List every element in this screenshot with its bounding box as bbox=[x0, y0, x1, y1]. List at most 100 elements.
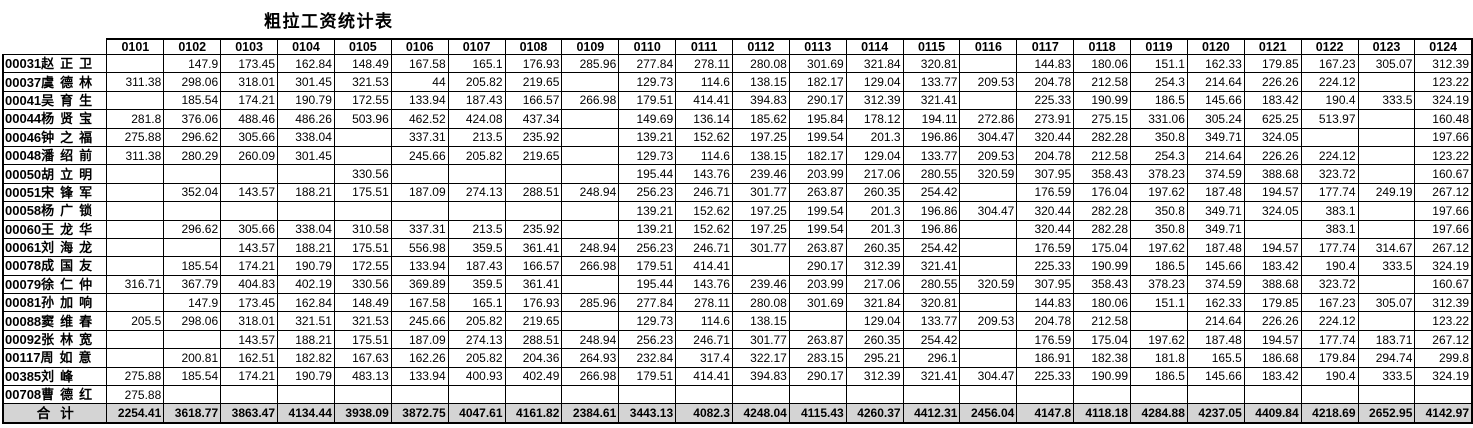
table-cell[interactable]: 320.81 bbox=[902, 53, 961, 74]
table-cell[interactable]: 174.21 bbox=[220, 366, 279, 387]
table-cell[interactable]: 147.9 bbox=[163, 53, 222, 74]
table-cell[interactable] bbox=[675, 385, 733, 405]
table-cell[interactable]: 359.5 bbox=[447, 237, 506, 258]
table-cell[interactable]: 138.15 bbox=[731, 145, 790, 166]
table-cell[interactable]: 172.55 bbox=[333, 256, 392, 276]
table-cell[interactable]: 162.33 bbox=[1186, 293, 1245, 313]
table-cell[interactable]: 414.41 bbox=[675, 366, 733, 387]
table-cell[interactable]: 263.87 bbox=[788, 237, 847, 258]
table-cell[interactable] bbox=[1357, 164, 1416, 184]
table-cell[interactable]: 176.93 bbox=[504, 293, 563, 313]
table-cell[interactable]: 254.42 bbox=[902, 237, 961, 258]
table-cell[interactable]: 194.57 bbox=[1243, 182, 1302, 203]
table-cell[interactable]: 182.17 bbox=[788, 145, 847, 166]
table-cell[interactable]: 129.73 bbox=[618, 72, 677, 92]
table-cell[interactable]: 350.8 bbox=[1130, 127, 1188, 147]
table-cell[interactable]: 160.67 bbox=[1414, 274, 1473, 295]
table-cell[interactable]: 151.1 bbox=[1130, 53, 1188, 74]
column-header-0122[interactable]: 0122 bbox=[1300, 38, 1359, 55]
table-cell[interactable]: 187.48 bbox=[1186, 182, 1245, 203]
table-cell[interactable] bbox=[504, 385, 563, 405]
table-cell[interactable]: 197.25 bbox=[731, 219, 790, 239]
table-cell[interactable]: 178.12 bbox=[845, 109, 904, 129]
table-cell[interactable]: 224.12 bbox=[1300, 311, 1359, 331]
table-cell[interactable]: 349.71 bbox=[1186, 219, 1245, 239]
column-header-0111[interactable]: 0111 bbox=[675, 38, 733, 55]
table-cell[interactable]: 394.83 bbox=[731, 366, 790, 387]
table-cell[interactable]: 187.09 bbox=[390, 182, 449, 203]
table-cell[interactable]: 304.47 bbox=[959, 366, 1018, 387]
table-cell[interactable] bbox=[163, 385, 222, 405]
table-cell[interactable]: 186.91 bbox=[1016, 348, 1075, 368]
table-cell[interactable]: 248.94 bbox=[561, 237, 620, 258]
table-cell[interactable]: 172.55 bbox=[333, 90, 392, 111]
table-cell[interactable]: 129.04 bbox=[845, 72, 904, 92]
table-cell[interactable]: 114.6 bbox=[675, 311, 733, 331]
table-cell[interactable]: 322.17 bbox=[731, 348, 790, 368]
table-cell[interactable]: 361.41 bbox=[504, 237, 563, 258]
table-cell[interactable]: 138.15 bbox=[731, 72, 790, 92]
table-cell[interactable]: 197.62 bbox=[1130, 237, 1188, 258]
table-cell[interactable]: 152.62 bbox=[675, 127, 733, 147]
table-cell[interactable] bbox=[447, 201, 506, 221]
table-cell[interactable] bbox=[561, 127, 620, 147]
table-cell[interactable]: 151.1 bbox=[1130, 293, 1188, 313]
table-cell[interactable]: 349.71 bbox=[1186, 127, 1245, 147]
table-cell[interactable]: 190.99 bbox=[1073, 90, 1132, 111]
column-header-0103[interactable]: 0103 bbox=[220, 38, 279, 55]
table-cell[interactable]: 174.21 bbox=[220, 90, 279, 111]
table-cell[interactable]: 196.86 bbox=[902, 127, 961, 147]
table-cell[interactable] bbox=[1130, 311, 1188, 331]
table-cell[interactable]: 162.26 bbox=[390, 348, 449, 368]
row-header-00092[interactable]: 00092张林宽 bbox=[2, 329, 108, 350]
table-cell[interactable]: 277.84 bbox=[618, 293, 677, 313]
table-cell[interactable]: 212.58 bbox=[1073, 311, 1132, 331]
table-cell[interactable]: 301.77 bbox=[731, 237, 790, 258]
table-cell[interactable]: 260.09 bbox=[220, 145, 279, 166]
table-cell[interactable]: 320.59 bbox=[959, 274, 1018, 295]
table-cell[interactable] bbox=[333, 145, 392, 166]
table-cell[interactable] bbox=[959, 219, 1018, 239]
table-cell[interactable]: 304.47 bbox=[959, 201, 1018, 221]
table-cell[interactable]: 205.82 bbox=[447, 311, 506, 331]
table-cell[interactable]: 176.93 bbox=[504, 53, 563, 74]
row-header-00061[interactable]: 00061刘海龙 bbox=[2, 237, 108, 258]
table-cell[interactable]: 305.07 bbox=[1357, 293, 1416, 313]
table-cell[interactable]: 272.86 bbox=[959, 109, 1018, 129]
table-cell[interactable]: 187.09 bbox=[390, 329, 449, 350]
column-header-0107[interactable]: 0107 bbox=[447, 38, 506, 55]
table-cell[interactable]: 160.48 bbox=[1414, 109, 1473, 129]
table-cell[interactable] bbox=[220, 164, 279, 184]
table-cell[interactable]: 267.12 bbox=[1414, 329, 1473, 350]
table-cell[interactable]: 320.59 bbox=[959, 164, 1018, 184]
table-cell[interactable]: 383.1 bbox=[1300, 201, 1359, 221]
table-cell[interactable] bbox=[163, 164, 222, 184]
table-cell[interactable]: 312.39 bbox=[1414, 53, 1473, 74]
table-cell[interactable]: 190.79 bbox=[277, 90, 335, 111]
table-cell[interactable] bbox=[277, 164, 335, 184]
table-cell[interactable]: 235.92 bbox=[504, 219, 563, 239]
table-cell[interactable]: 267.12 bbox=[1414, 182, 1473, 203]
table-cell[interactable] bbox=[561, 145, 620, 166]
row-header-00117[interactable]: 00117周如意 bbox=[2, 348, 108, 368]
table-cell[interactable]: 197.25 bbox=[731, 201, 790, 221]
table-cell[interactable]: 388.68 bbox=[1243, 274, 1302, 295]
table-cell[interactable]: 311.38 bbox=[106, 145, 165, 166]
table-cell[interactable]: 321.53 bbox=[333, 72, 392, 92]
table-cell[interactable]: 143.57 bbox=[220, 182, 279, 203]
table-cell[interactable]: 167.58 bbox=[390, 293, 449, 313]
table-cell[interactable]: 254.3 bbox=[1130, 72, 1188, 92]
table-cell[interactable] bbox=[390, 385, 449, 405]
table-cell[interactable]: 183.42 bbox=[1243, 366, 1302, 387]
table-cell[interactable]: 209.53 bbox=[959, 311, 1018, 331]
table-cell[interactable]: 290.17 bbox=[788, 90, 847, 111]
table-cell[interactable]: 185.62 bbox=[731, 109, 790, 129]
table-cell[interactable] bbox=[1357, 127, 1416, 147]
table-cell[interactable] bbox=[390, 164, 449, 184]
table-cell[interactable]: 194.57 bbox=[1243, 237, 1302, 258]
table-cell[interactable]: 367.79 bbox=[163, 274, 222, 295]
column-header-0102[interactable]: 0102 bbox=[163, 38, 222, 55]
table-cell[interactable]: 333.5 bbox=[1357, 256, 1416, 276]
table-cell[interactable]: 176.04 bbox=[1073, 182, 1132, 203]
table-cell[interactable] bbox=[1357, 201, 1416, 221]
